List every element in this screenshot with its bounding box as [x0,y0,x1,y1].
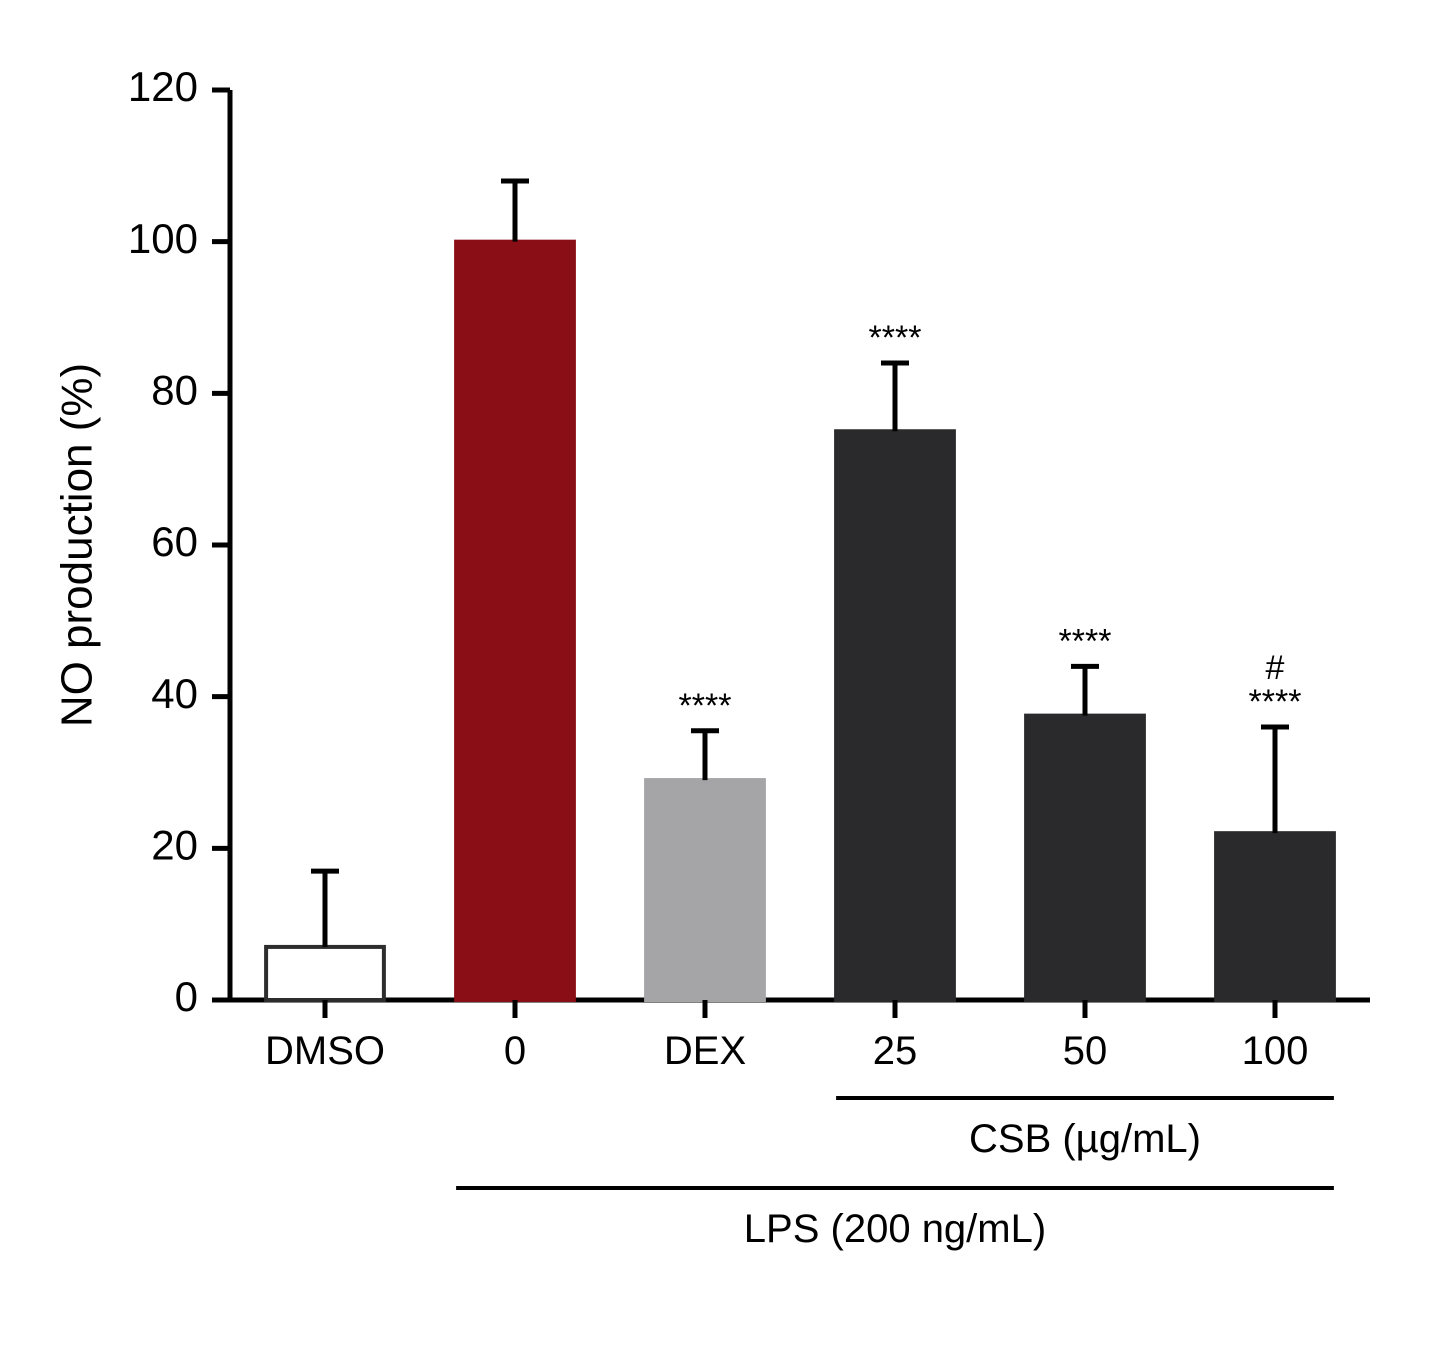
sig-label: **** [1059,622,1112,660]
bar [836,431,954,1000]
chart-bg [0,0,1442,1352]
lps-group-label: LPS (200 ng/mL) [744,1207,1046,1251]
bar [456,242,574,1000]
x-tick-label: 25 [873,1029,918,1073]
x-tick-label: 50 [1063,1029,1108,1073]
y-tick-label: 60 [151,518,198,565]
x-tick-label: 100 [1242,1029,1309,1073]
bar [1216,833,1334,1000]
bar [266,947,384,1000]
y-tick-label: 20 [151,821,198,868]
sig-label: **** [869,319,922,357]
y-tick-label: 80 [151,366,198,413]
x-tick-label: DEX [664,1029,746,1073]
bar-chart: 0 20 40 60 80 100 120 NO production (%) DMSO 0 ***… [0,0,1442,1352]
x-tick-label: 0 [504,1029,526,1073]
x-tick-label: DMSO [265,1029,385,1073]
y-tick-label: 120 [128,63,198,110]
y-tick-label: 0 [175,973,198,1020]
sig-label: **** [1249,683,1302,721]
y-axis-label: NO production (%) [53,363,102,727]
y-tick-label: 40 [151,670,198,717]
sig-label: **** [679,687,732,725]
chart-svg: 0 20 40 60 80 100 120 NO production (%) DMSO 0 ***… [0,0,1442,1352]
bar [646,780,764,1000]
bar [1026,716,1144,1000]
sig-label: # [1266,649,1285,687]
y-tick-label: 100 [128,215,198,262]
csb-group-label: CSB (µg/mL) [969,1117,1201,1161]
